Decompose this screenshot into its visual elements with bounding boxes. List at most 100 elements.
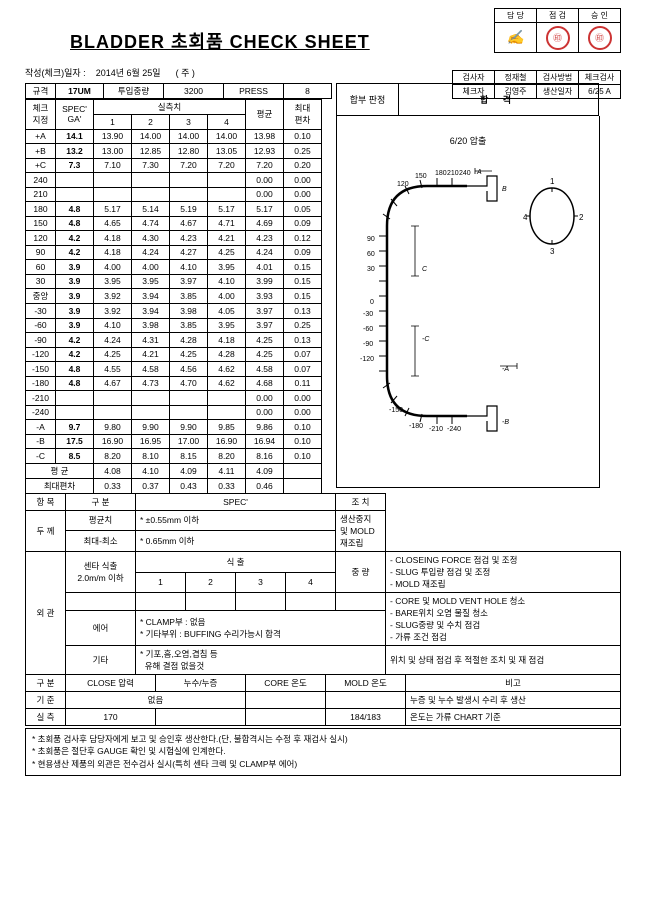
spec-l2: 투입중량 [104, 84, 164, 99]
l-airv: * CLAMP부 : 없음 * 기타부위 : BUFFING 수리가능시 합격 [136, 610, 386, 645]
table-row-key: -150 [26, 362, 56, 377]
date-suffix: ( 주 ) [176, 68, 195, 78]
info-r1c1: 검사자 [453, 71, 495, 85]
table-cell [208, 187, 246, 202]
table-cell: 7.20 [208, 158, 246, 173]
table-row-dev: 0.00 [284, 405, 322, 420]
table-cell: 16.90 [94, 434, 132, 449]
table-row: 1804.85.175.145.195.175.170.05 [26, 202, 322, 217]
table-cell: 9.90 [170, 420, 208, 435]
svg-text:-C: -C [422, 336, 430, 343]
approval-sig2: ㊞ [537, 23, 579, 53]
table-cell: 4.24 [94, 333, 132, 348]
l-sv0 [66, 592, 136, 610]
br1-5 [326, 691, 406, 708]
table-row-avg: 4.24 [246, 245, 284, 260]
table-row-avg: 3.97 [246, 318, 284, 333]
spec-l3: PRESS [224, 84, 284, 99]
table-row-key: 60 [26, 260, 56, 275]
table-row-avg: 13.98 [246, 129, 284, 144]
l-maxmin: 최대-최소 [66, 531, 136, 552]
table-cell: 3.98 [170, 304, 208, 319]
table-row-avg: 3.97 [246, 304, 284, 319]
table-cell: 3.94 [132, 304, 170, 319]
table-cell: 0.33 [94, 478, 132, 493]
br2-4 [246, 708, 326, 725]
table-cell: 4.18 [208, 333, 246, 348]
dh-c1: 1 [94, 115, 132, 130]
table-row-avg: 8.16 [246, 449, 284, 464]
table-row-dev: 0.15 [284, 260, 322, 275]
table-row-dev: 0.10 [284, 434, 322, 449]
svg-text:-90: -90 [363, 341, 373, 348]
table-cell: 7.10 [94, 158, 132, 173]
table-row-spec [56, 405, 94, 420]
br2-2: 170 [66, 708, 156, 725]
l-air: 에어 [66, 610, 136, 645]
note-1: * 초회품 검사후 담당자에게 보고 및 승인후 생산한다.(단, 불합격시는 … [32, 733, 614, 746]
svg-text:A: A [476, 169, 482, 176]
svg-text:-120: -120 [360, 356, 374, 363]
table-cell: 5.19 [170, 202, 208, 217]
table-cell: 9.80 [94, 420, 132, 435]
table-cell [132, 391, 170, 406]
l-sv3 [236, 592, 286, 610]
lh-2: 구 분 [66, 493, 136, 510]
table-row-avg: 4.23 [246, 231, 284, 246]
l-sc1: 1 [136, 573, 186, 592]
table-row: -1204.24.254.214.254.284.250.07 [26, 347, 322, 362]
table-cell: 4.67 [170, 216, 208, 231]
spec-v1: 17UM [56, 84, 104, 99]
diagram: 6/20 압출 [336, 116, 600, 488]
svg-text:60: 60 [367, 251, 375, 258]
table-row-avg: 0.46 [246, 478, 284, 493]
table-row: -C8.58.208.108.158.208.160.10 [26, 449, 322, 464]
table-cell [170, 391, 208, 406]
table-cell: 4.74 [132, 216, 170, 231]
table-cell: 3.95 [94, 274, 132, 289]
table-row-key: 150 [26, 216, 56, 231]
table-row: -303.93.923.943.984.053.970.13 [26, 304, 322, 319]
table-row-spec: 14.1 [56, 129, 94, 144]
table-cell: 5.17 [94, 202, 132, 217]
table-row: 2100.000.00 [26, 187, 322, 202]
table-row: -1504.84.554.584.564.624.580.07 [26, 362, 322, 377]
lower-table: 항 목 구 분 SPEC' 조 치 두 께 평균치 * ±0.55mm 이하 생… [25, 493, 621, 675]
table-row-spec: 4.2 [56, 245, 94, 260]
table-row-spec [56, 173, 94, 188]
table-cell: 7.20 [170, 158, 208, 173]
table-row-spec: 4.2 [56, 347, 94, 362]
table-row-avg: 0.00 [246, 187, 284, 202]
table-cell: 8.20 [94, 449, 132, 464]
table-row-spec: 7.3 [56, 158, 94, 173]
table-row-key: 120 [26, 231, 56, 246]
info-r2c4: 6/25 A [579, 85, 621, 99]
table-row-dev: 0.25 [284, 144, 322, 159]
table-row-spec: 3.9 [56, 318, 94, 333]
l-sc3: 3 [236, 573, 286, 592]
table-row-dev: 0.13 [284, 333, 322, 348]
table-cell: 3.95 [208, 260, 246, 275]
svg-text:3: 3 [550, 247, 555, 256]
table-row-dev: 0.05 [284, 202, 322, 217]
table-row-spec [56, 391, 94, 406]
table-row-key: -210 [26, 391, 56, 406]
l-maxminv: * 0.65mm 이하 [136, 531, 336, 552]
table-cell: 4.67 [94, 376, 132, 391]
approval-h1: 담 당 [495, 9, 537, 23]
table-row-dev: 0.25 [284, 318, 322, 333]
table-cell: 4.00 [94, 260, 132, 275]
table-row-key: -120 [26, 347, 56, 362]
table-cell: 9.85 [208, 420, 246, 435]
bh-4: CORE 온도 [246, 674, 326, 691]
dh-check: 체크 지정 [26, 100, 56, 130]
table-row: -2400.000.00 [26, 405, 322, 420]
table-row-key: -B [26, 434, 56, 449]
svg-text:-30: -30 [363, 311, 373, 318]
table-cell: 3.92 [94, 304, 132, 319]
date-label: 작성(체크)일자 : [25, 68, 86, 78]
table-row-key: -90 [26, 333, 56, 348]
table-row: 603.94.004.004.103.954.010.15 [26, 260, 322, 275]
table-row-avg: 0.00 [246, 391, 284, 406]
table-row: -1804.84.674.734.704.624.680.11 [26, 376, 322, 391]
